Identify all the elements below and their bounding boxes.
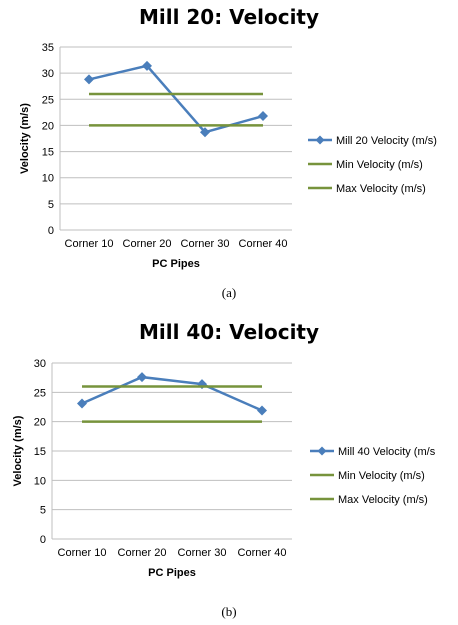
chart-mill-40-velocity: Mill 40: Velocity 0 5 10 15 20 25 30 Corner 10 Co… xyxy=(12,320,436,579)
figure-caption-a: (a) xyxy=(221,285,237,300)
series-line-0 xyxy=(88,64,264,134)
legend-label: Mill 40 Velocity (m/s xyxy=(338,446,436,458)
x-axis-label: PC Pipes xyxy=(148,567,196,579)
y-tick-label: 20 xyxy=(34,417,46,429)
data-point xyxy=(84,74,94,85)
y-tick-label: 25 xyxy=(42,94,54,106)
y-tick-label: 30 xyxy=(34,358,46,370)
y-tick-label: 20 xyxy=(42,120,54,132)
legend-label: Min Velocity (m/s) xyxy=(338,470,425,482)
data-point xyxy=(258,111,268,122)
legend-marker xyxy=(315,135,325,145)
x-axis-label: PC Pipes xyxy=(152,258,200,270)
y-tick-label: 0 xyxy=(48,225,54,237)
x-tick-label: Corner 20 xyxy=(123,238,172,250)
legend-label: Mill 20 Velocity (m/s) xyxy=(336,135,437,147)
figure-caption-b: (b) xyxy=(221,604,237,619)
x-tick-label: Corner 10 xyxy=(65,238,114,250)
y-axis-label: Velocity (m/s) xyxy=(12,415,24,486)
y-tick-label: 0 xyxy=(40,534,46,546)
data-point xyxy=(77,398,87,409)
x-tick-label: Corner 10 xyxy=(58,547,107,559)
y-tick-label: 10 xyxy=(42,173,54,185)
series-line-0 xyxy=(81,375,263,412)
x-tick-label: Corner 40 xyxy=(238,547,287,559)
chart-title: Mill 20: Velocity xyxy=(139,5,319,29)
legend-label: Max Velocity (m/s) xyxy=(336,183,426,195)
y-tick-label: 35 xyxy=(42,42,54,54)
x-tick-label: Corner 20 xyxy=(118,547,167,559)
y-axis-label: Velocity (m/s) xyxy=(19,103,31,174)
y-tick-label: 15 xyxy=(34,446,46,458)
data-point xyxy=(137,372,147,383)
x-tick-label: Corner 40 xyxy=(239,238,288,250)
chart-title: Mill 40: Velocity xyxy=(139,320,319,344)
data-point xyxy=(257,405,267,416)
x-tick-label: Corner 30 xyxy=(178,547,227,559)
y-tick-label: 10 xyxy=(34,475,46,487)
chart-mill-20-velocity: Mill 20: Velocity 0 5 10 15 20 25 30 35 Corner 10… xyxy=(19,5,437,270)
legend-marker xyxy=(317,446,327,456)
y-tick-label: 25 xyxy=(34,387,46,399)
y-tick-label: 30 xyxy=(42,68,54,80)
legend-label: Max Velocity (m/s) xyxy=(338,494,428,506)
y-tick-label: 5 xyxy=(40,505,46,517)
data-point xyxy=(200,127,210,138)
data-point xyxy=(142,60,152,71)
legend-label: Min Velocity (m/s) xyxy=(336,159,423,171)
y-tick-label: 15 xyxy=(42,147,54,159)
y-tick-label: 5 xyxy=(48,199,54,211)
x-tick-label: Corner 30 xyxy=(181,238,230,250)
